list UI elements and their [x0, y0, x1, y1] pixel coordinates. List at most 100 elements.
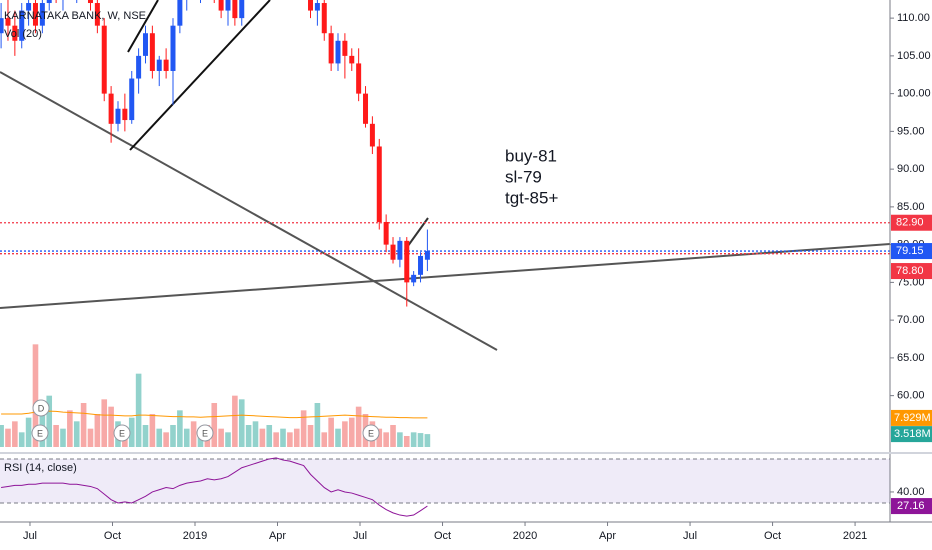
candle-body [225, 0, 231, 11]
candle-body [87, 0, 93, 4]
candle-body [342, 40, 348, 56]
volume-bar [390, 425, 396, 447]
y-tick-label: 90.00 [897, 163, 925, 175]
volume-bar [94, 414, 101, 447]
volume-bar [87, 428, 94, 447]
volume-bar [252, 421, 259, 447]
candle-body [46, 0, 52, 4]
volume-bar [183, 428, 190, 447]
candle-body [328, 33, 334, 64]
event-label: E [368, 428, 374, 438]
candle-body [376, 146, 382, 222]
candle-body [335, 40, 341, 64]
candle-body [115, 108, 121, 124]
volume-bar [218, 428, 224, 447]
x-tick-label: Apr [599, 530, 616, 542]
volume-bar [293, 428, 300, 447]
candle-body [163, 59, 169, 71]
rsi-band [0, 458, 890, 503]
volume-bar [80, 403, 87, 447]
volume-bar [25, 417, 32, 447]
candle-body [0, 18, 4, 34]
volume-ma-label-box [891, 409, 932, 426]
candle-body [142, 33, 148, 56]
volume-bar [403, 436, 410, 447]
candle-body [108, 93, 114, 124]
y-tick-label: 65.00 [897, 352, 925, 364]
candle-body [136, 55, 142, 79]
candle-body [218, 0, 224, 11]
candle-body [397, 240, 403, 260]
volume-bar [335, 428, 341, 447]
rsi-label-box [891, 498, 932, 515]
volume-bar [170, 425, 176, 447]
volume-last-label: 3.518M [894, 428, 931, 440]
rsi-tick-label: 40.00 [897, 486, 925, 498]
candle-body [404, 240, 410, 283]
volume-bar [383, 432, 389, 447]
candle-body [314, 3, 320, 11]
volume-bar [46, 395, 53, 447]
candle-body [383, 221, 389, 245]
trend-line [0, 71, 498, 351]
annotation: buy-81 [505, 146, 557, 165]
x-tick-label: 2021 [843, 530, 867, 542]
event-marker [196, 424, 214, 442]
candle-body [321, 3, 327, 34]
volume-bar [32, 344, 39, 447]
candle-body [363, 93, 369, 124]
chart-title: KARNATAKA BANK, W, NSE [4, 10, 146, 22]
candle-body [411, 274, 417, 283]
volume-bar [225, 432, 231, 447]
candle-body [418, 255, 424, 275]
volume-bar [18, 432, 25, 447]
volume-bar [280, 428, 286, 447]
volume-bar [321, 432, 328, 447]
candle-body [239, 0, 245, 19]
event-label: E [37, 428, 43, 438]
volume-bar [177, 410, 183, 447]
volume-bar [245, 425, 252, 447]
x-tick-label: Jul [353, 530, 367, 542]
rsi-label: 27.16 [897, 500, 925, 512]
x-tick-label: 2019 [183, 530, 207, 542]
y-tick-label: 110.00 [897, 12, 930, 24]
annotation: sl-79 [505, 167, 542, 186]
price-label-box [891, 214, 932, 231]
y-tick-label: 105.00 [897, 50, 931, 62]
candle-body [32, 3, 38, 26]
volume-bar [53, 425, 59, 447]
volume-bar [307, 425, 314, 447]
trend-line [0, 243, 890, 309]
volume-bar [149, 414, 156, 447]
y-tick-label: 70.00 [897, 314, 925, 326]
volume-ma-label: 7.929M [894, 412, 931, 424]
volume-bar [101, 399, 108, 447]
event-marker [362, 424, 380, 442]
candle-body [26, 3, 32, 11]
volume-bar [328, 417, 334, 447]
rsi-pane [0, 457, 890, 517]
volume-bar [238, 399, 245, 447]
volume-bar [259, 428, 266, 447]
candle-body [129, 78, 135, 121]
volume-bar [60, 428, 66, 447]
annotation: tgt-85+ [505, 188, 558, 207]
volume-bar [273, 432, 279, 447]
y-tick-label: 75.00 [897, 276, 925, 288]
event-label: E [202, 428, 208, 438]
price-label-box [891, 263, 932, 280]
price-label: 78.80 [896, 265, 924, 277]
volume-bar [376, 428, 383, 447]
volume-bar [355, 406, 362, 447]
y-tick-label: 95.00 [897, 125, 925, 137]
candle-body [101, 25, 107, 94]
candle-body [156, 59, 162, 71]
volume-bar [424, 434, 431, 447]
candle-body [12, 25, 18, 41]
x-tick-label: 2020 [513, 530, 537, 542]
volume-bar [190, 421, 197, 447]
x-tick-label: Jul [23, 530, 37, 542]
volume-bar [300, 410, 307, 447]
